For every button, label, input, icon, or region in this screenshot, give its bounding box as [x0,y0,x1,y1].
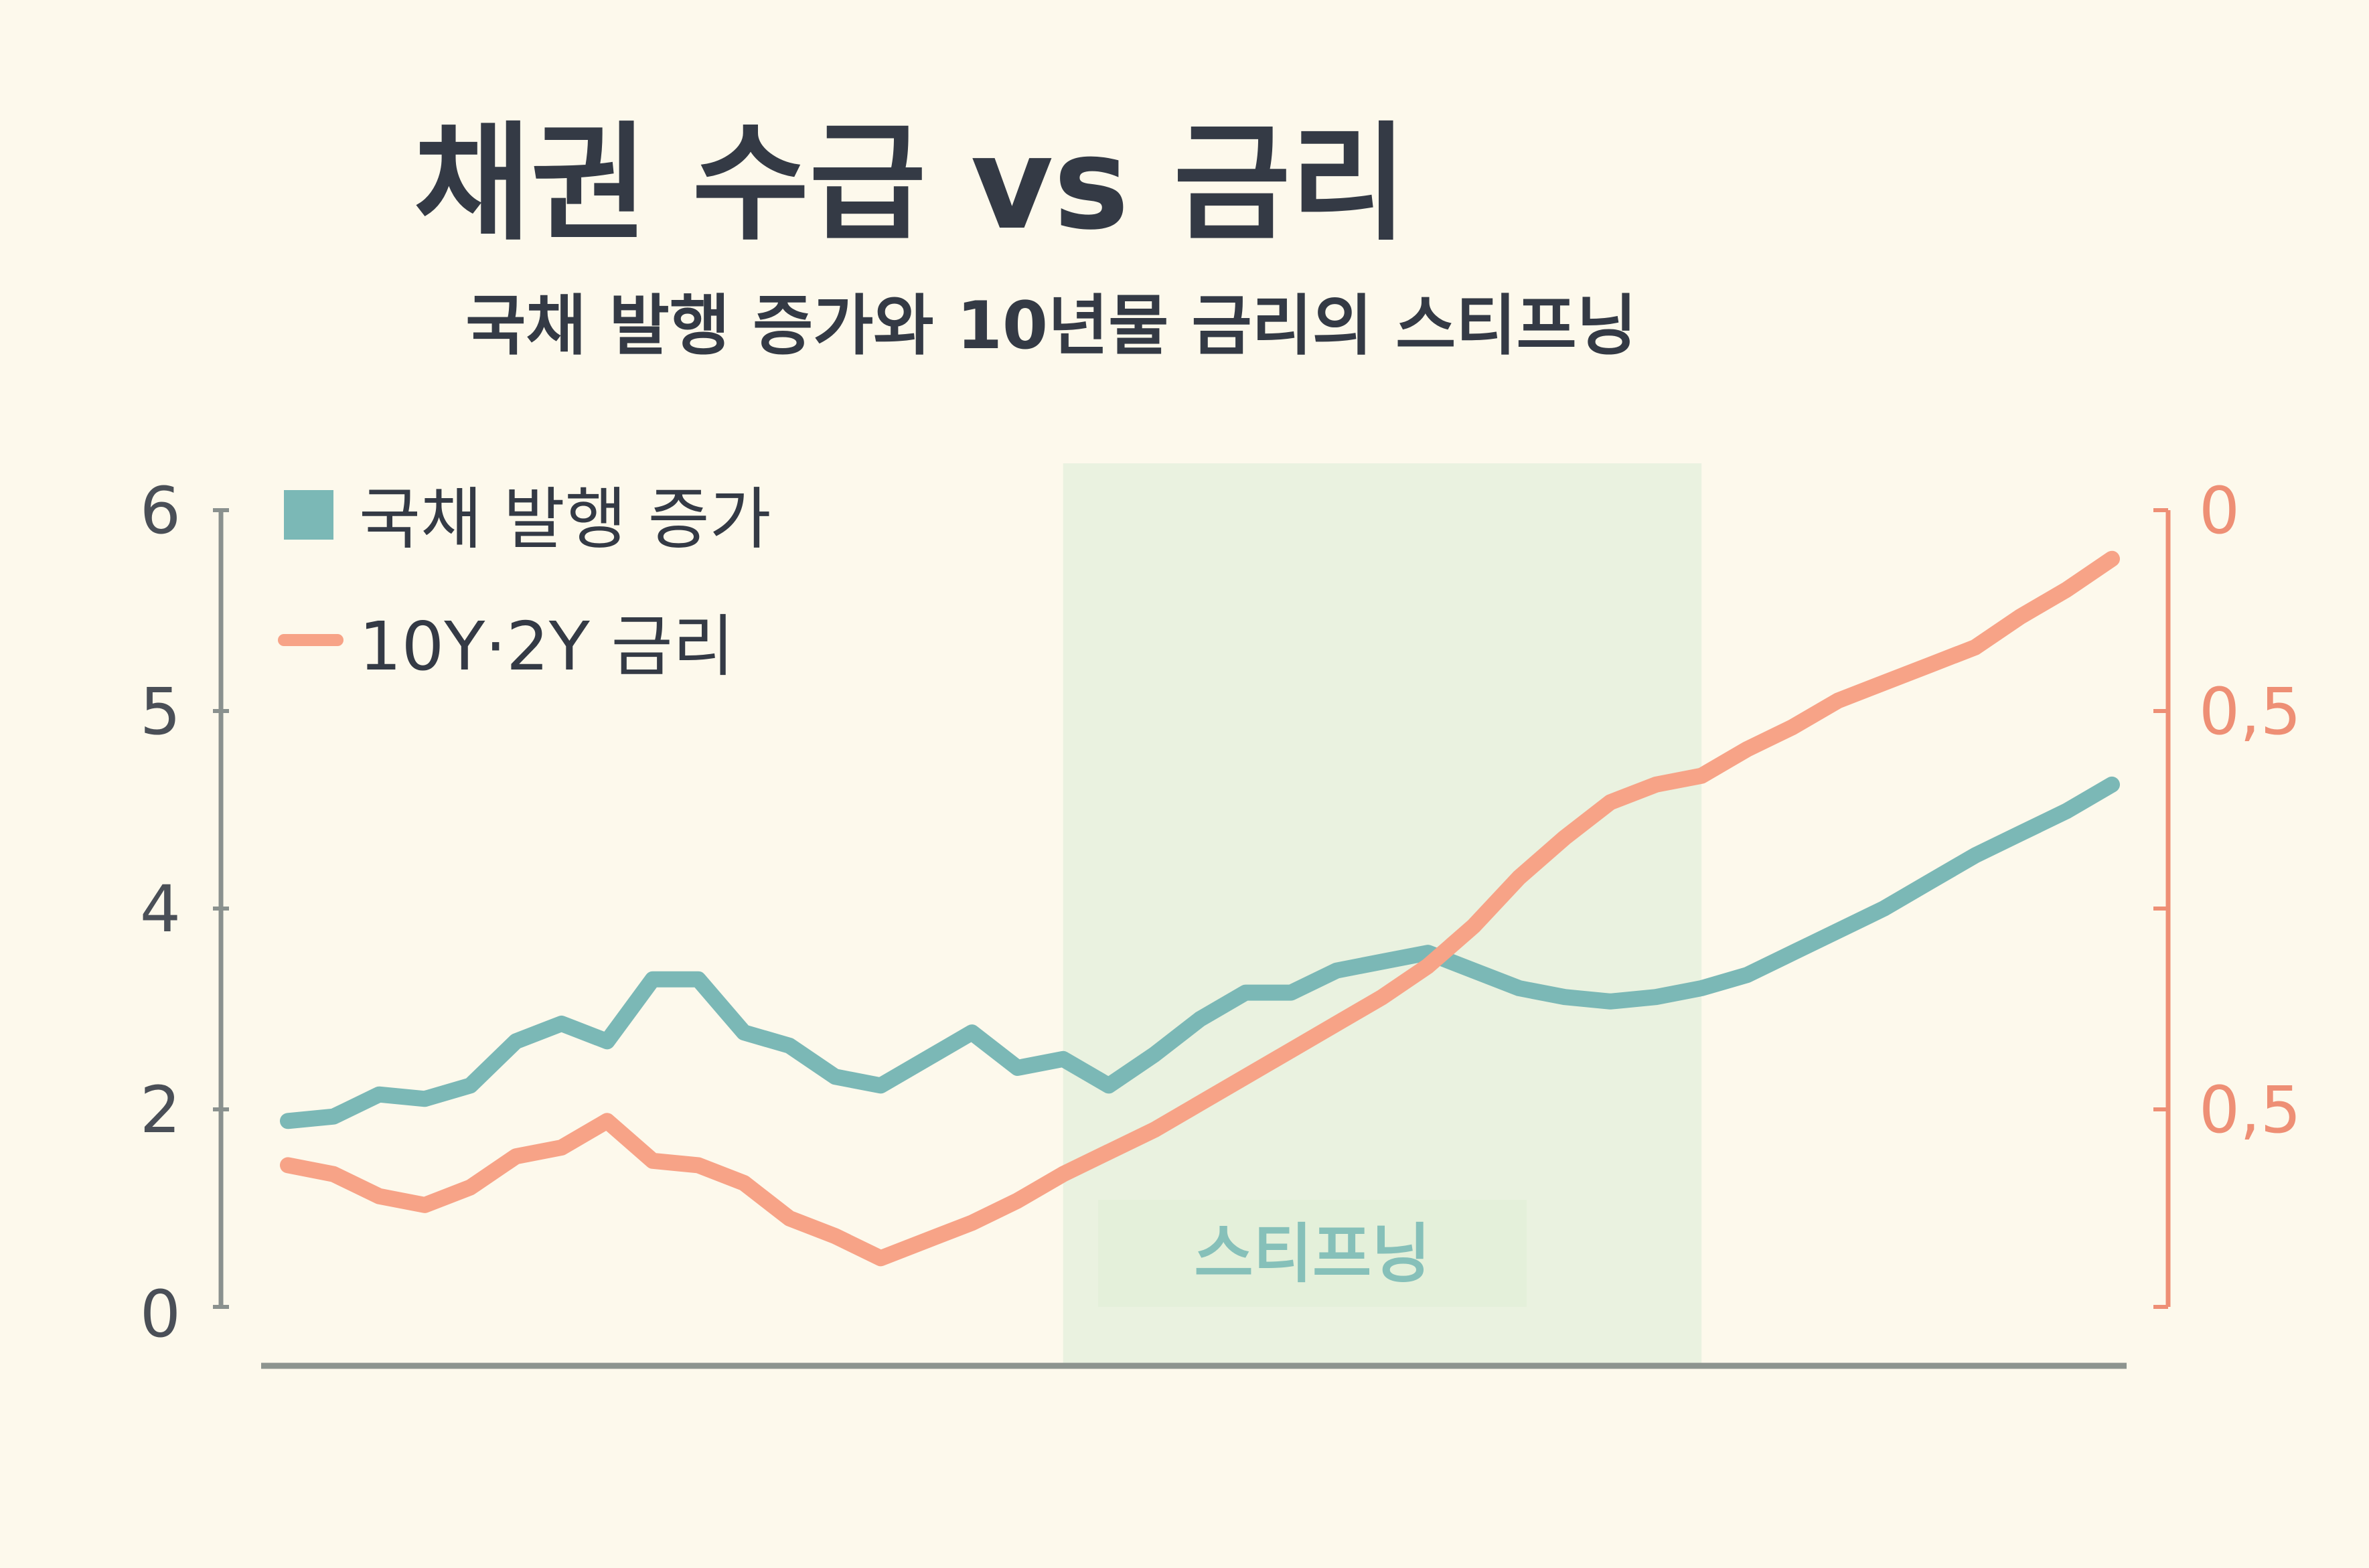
left-tick-5: 5 [140,674,181,749]
right-tick-0: 0 [2199,473,2240,548]
band-label: 스티프닝 [1194,1217,1430,1291]
right-tick-0-5-upper: 0,5 [2199,674,2301,749]
left-axis [213,508,229,1309]
legend-label-rate: 10Y·2Y 금리 [359,607,735,686]
right-axis [2153,508,2171,1309]
left-tick-4: 4 [140,872,181,947]
series-layer [280,550,2120,1267]
left-tick-2: 2 [140,1073,181,1148]
chart-title: 채권 수급 vs 금리 [414,110,1407,258]
series-line-issuance [280,776,2120,1129]
series-line-rate [280,550,2120,1267]
chart-subtitle: 국채 발행 증가와 10년물 금리의 스티프닝 [465,288,1637,364]
left-tick-6: 6 [140,473,181,548]
left-tick-0: 0 [140,1277,181,1352]
right-tick-0-5-lower: 0,5 [2199,1073,2301,1148]
legend-swatch-issuance [284,490,333,540]
legend-label-issuance: 국채 발행 증가 [359,480,771,558]
legend: 국채 발행 증가 10Y·2Y 금리 [278,480,771,686]
band-label-bg [1098,1200,1527,1307]
